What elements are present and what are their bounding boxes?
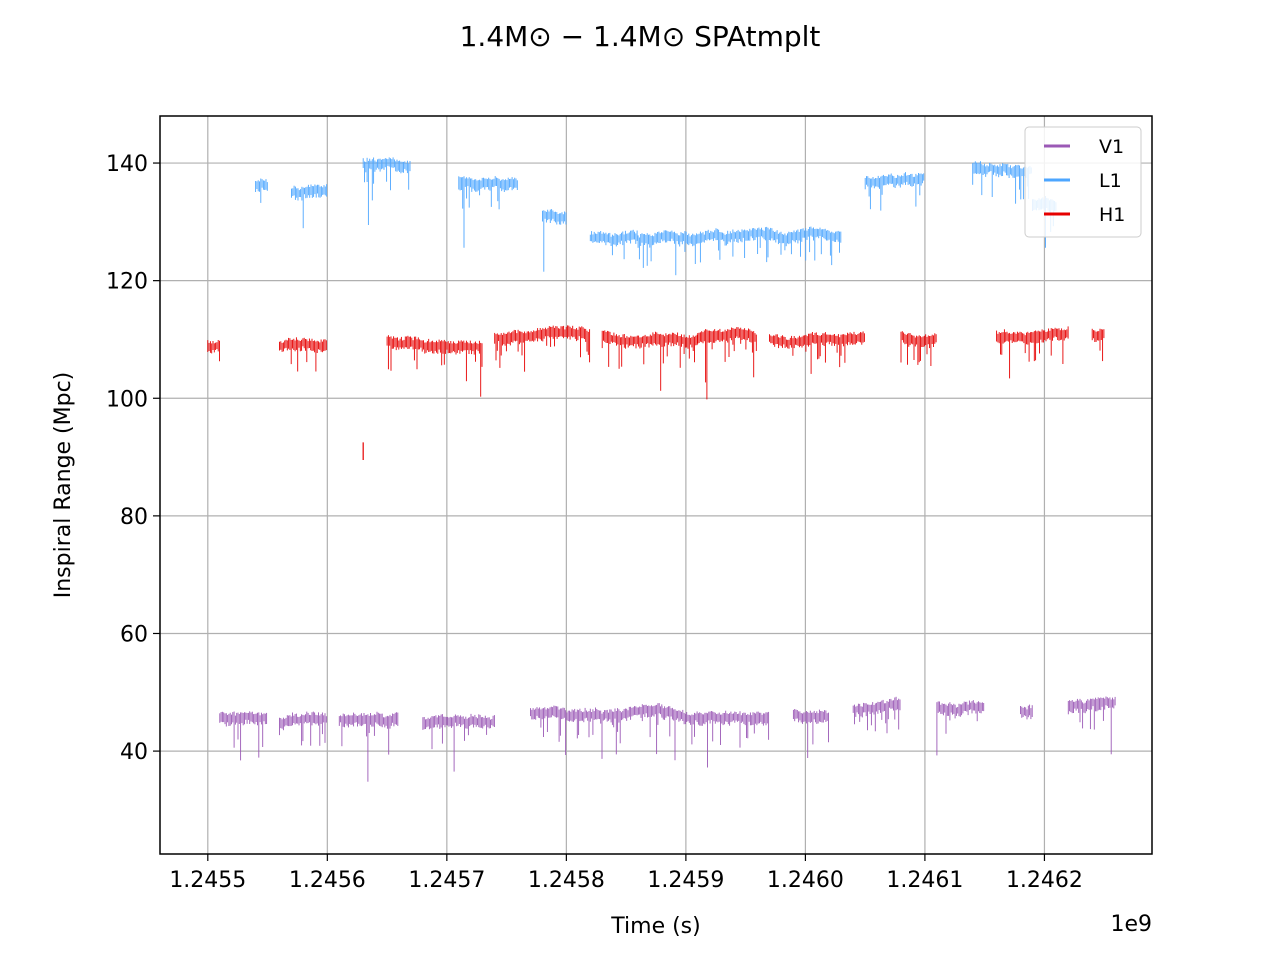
x-axis-offset-label: 1e9 — [1110, 912, 1152, 937]
series-segment — [852, 696, 901, 734]
y-tick-label: 60 — [120, 622, 148, 647]
y-tick-label: 100 — [106, 387, 148, 412]
x-axis-label: Time (s) — [610, 914, 700, 939]
legend-label: L1 — [1099, 170, 1122, 192]
x-tick-label: 1.2458 — [528, 868, 605, 893]
x-tick-label: 1.2455 — [169, 868, 246, 893]
series-segment — [279, 711, 327, 746]
series-segment — [362, 157, 411, 225]
x-tick-label: 1.2461 — [886, 868, 963, 893]
series-segment — [1091, 328, 1105, 362]
plot-frame — [159, 115, 1153, 855]
x-tick-label: 1.2460 — [767, 868, 844, 893]
series-segment — [338, 711, 399, 782]
series-segment — [972, 161, 1032, 204]
series-segment — [661, 706, 770, 768]
x-tick-label: 1.2457 — [408, 868, 485, 893]
y-tick-label: 140 — [106, 152, 148, 177]
series-segment — [601, 330, 698, 391]
data-layer — [207, 157, 1116, 782]
y-tick-label: 40 — [120, 740, 148, 765]
grid-layer — [160, 116, 1152, 854]
series-l1 — [255, 157, 1057, 276]
series-v1 — [219, 696, 1116, 782]
series-segment — [1067, 696, 1116, 755]
series-segment — [589, 229, 638, 260]
series-segment — [697, 226, 842, 266]
series-segment — [219, 711, 268, 761]
x-tick-label: 1.2459 — [647, 868, 724, 893]
series-segment — [697, 327, 757, 400]
series-segment — [279, 337, 327, 372]
series-segment — [996, 326, 1069, 379]
series-segment — [494, 325, 591, 372]
series-segment — [637, 230, 698, 276]
series-segment — [542, 209, 567, 272]
series-segment — [207, 340, 220, 362]
series-segment — [936, 700, 985, 756]
y-tick-label: 120 — [106, 270, 148, 295]
x-axis-ticks: 1.2455 1.2456 1.2457 1.2458 1.2459 1.2460 1.24… — [169, 854, 1083, 893]
series-segment — [255, 178, 268, 203]
legend-label: H1 — [1099, 204, 1125, 226]
series-segment — [386, 335, 483, 397]
series-segment — [900, 331, 937, 366]
series-segment — [864, 172, 925, 211]
series-segment — [1020, 704, 1033, 720]
y-axis-ticks: 40 60 80 100 120 140 — [106, 152, 160, 765]
series-segment — [769, 331, 865, 374]
legend-label: V1 — [1099, 136, 1124, 158]
series-h1 — [207, 325, 1105, 400]
chart-title: 1.4M⊙ − 1.4M⊙ SPAtmplt — [460, 20, 821, 53]
legend-items: V1 L1 H1 — [1044, 136, 1125, 226]
legend: V1 L1 H1 — [1024, 126, 1142, 238]
y-axis-label: Inspiral Range (Mpc) — [51, 372, 76, 599]
series-segment — [530, 703, 663, 759]
series-segment — [792, 709, 829, 758]
legend-box — [1024, 126, 1142, 238]
series-segment — [291, 184, 328, 229]
series-segment — [422, 713, 495, 772]
series-segment — [458, 176, 518, 248]
x-tick-label: 1.2462 — [1006, 868, 1083, 893]
x-tick-label: 1.2456 — [289, 868, 366, 893]
y-tick-label: 80 — [120, 505, 148, 530]
